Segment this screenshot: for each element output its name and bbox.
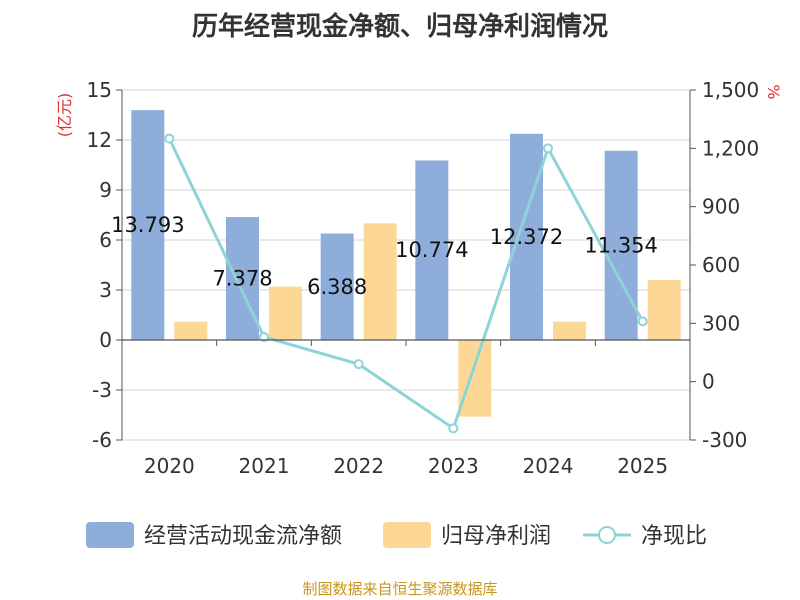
y-left-tick-label: 9 — [99, 178, 112, 202]
legend-label: 经营活动现金流净额 — [144, 524, 342, 549]
y-right-tick-label: 0 — [702, 370, 715, 394]
bar-net-profit — [458, 340, 492, 417]
axes-layer: 15 12 9 6 3 0 -3 -6 1,500 1,200 900 600 300 0 -300 (亿元)… — [55, 78, 783, 478]
y-left-tick-label: 15 — [87, 78, 112, 102]
x-tick-label: 2025 — [617, 454, 668, 478]
y-right-tick-label: 600 — [702, 253, 740, 277]
line-point — [637, 316, 648, 327]
legend: 经营活动现金流净额 归母净利润 净现比 — [86, 522, 707, 549]
x-tick-label: 2021 — [239, 454, 290, 478]
bar-value-label: 10.774 — [395, 238, 468, 262]
bar-value-label: 7.378 — [212, 267, 272, 291]
y-left-tick-label: 0 — [99, 328, 112, 352]
line-point — [164, 133, 175, 144]
data-labels-layer: 13.793 7.378 6.388 10.774 12.372 11.354 — [111, 213, 658, 299]
y-right-tick-label: 900 — [702, 195, 740, 219]
bar-net-profit — [269, 286, 302, 340]
y-right-tick-label: 1,500 — [702, 78, 759, 102]
y-right-axis-label: % — [764, 84, 783, 99]
legend-label: 净现比 — [641, 524, 707, 549]
y-left-tick-label: -6 — [92, 428, 112, 452]
line-point — [543, 143, 553, 154]
y-right-tick-label: -300 — [702, 428, 747, 452]
bars-layer — [131, 110, 681, 417]
chart-title: 历年经营现金净额、归母净利润情况 — [191, 12, 608, 42]
bar-value-label: 13.793 — [111, 213, 184, 237]
bar-operating-cash-flow — [415, 160, 449, 340]
y-left-tick-label: 3 — [99, 278, 112, 302]
bar-net-profit — [174, 321, 208, 340]
bar-value-label: 12.372 — [490, 225, 563, 249]
y-left-tick-label: 6 — [99, 228, 112, 252]
legend-swatch-marker — [598, 526, 616, 544]
line-point — [448, 423, 459, 434]
x-tick-label: 2020 — [144, 454, 195, 478]
bar-operating-cash-flow — [320, 233, 354, 340]
x-tick-label: 2023 — [428, 454, 479, 478]
bar-net-profit — [553, 321, 586, 340]
y-left-axis-label: (亿元) — [55, 93, 74, 138]
y-left-tick-label: 12 — [87, 128, 112, 152]
legend-label: 归母净利润 — [441, 524, 551, 549]
bar-value-label: 11.354 — [584, 233, 657, 257]
y-left-tick-label: -3 — [92, 378, 112, 402]
line-point — [259, 331, 269, 342]
bar-operating-cash-flow — [604, 150, 638, 340]
line-point — [353, 359, 364, 370]
legend-swatch — [86, 522, 134, 548]
bar-net-profit — [363, 223, 397, 340]
bar-operating-cash-flow — [131, 110, 165, 340]
bar-net-profit — [647, 280, 681, 340]
bar-operating-cash-flow — [226, 217, 259, 340]
legend-swatch — [383, 522, 431, 548]
x-tick-label: 2022 — [333, 454, 384, 478]
bar-operating-cash-flow — [510, 133, 543, 340]
line-net-cash-ratio — [167, 137, 644, 431]
source-note: 制图数据来自恒生聚源数据库 — [302, 580, 498, 598]
y-right-tick-label: 300 — [702, 311, 740, 335]
y-right-tick-label: 1,200 — [702, 136, 759, 160]
line-layer — [164, 133, 648, 434]
x-tick-label: 2024 — [523, 454, 574, 478]
bar-value-label: 6.388 — [307, 275, 367, 299]
